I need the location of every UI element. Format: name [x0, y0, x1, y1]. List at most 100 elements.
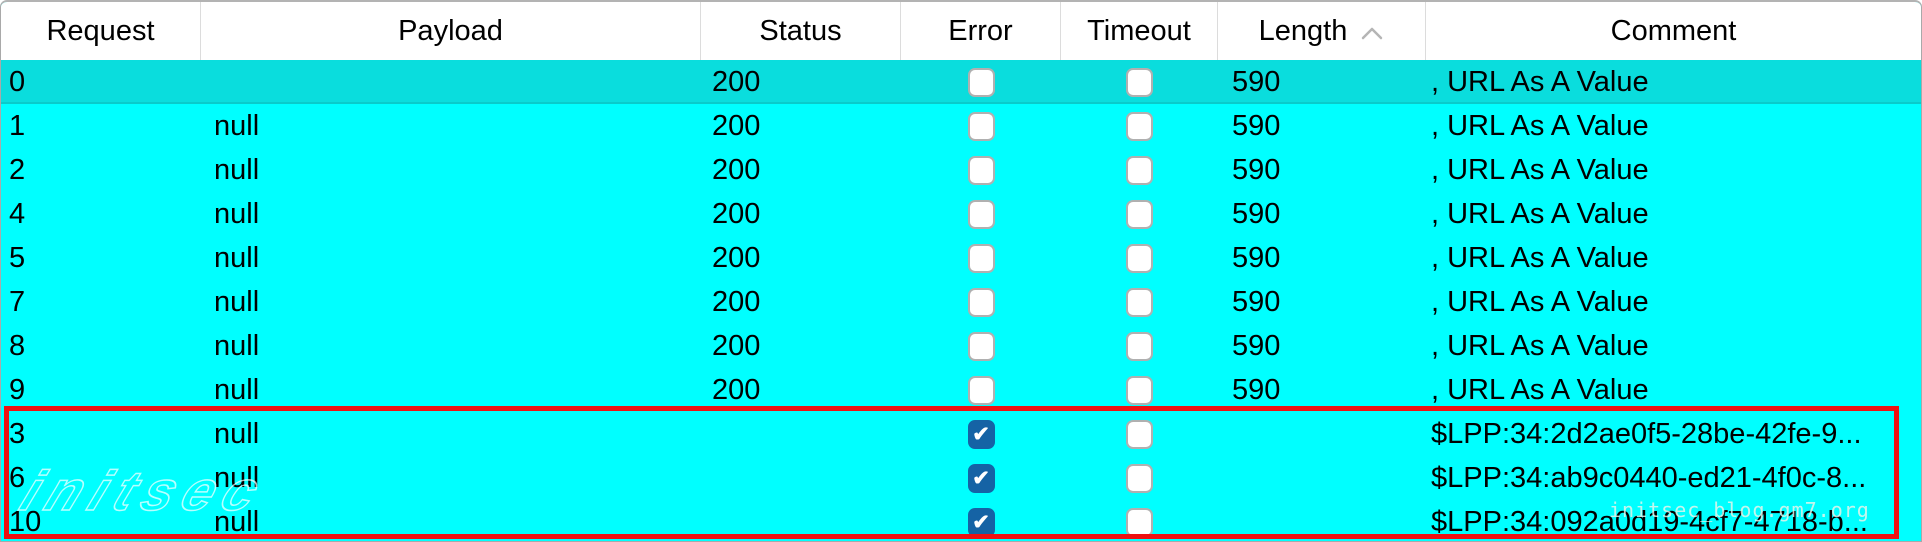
- error-checkbox[interactable]: [967, 287, 995, 317]
- error-checkbox[interactable]: [967, 331, 995, 361]
- error-checkbox[interactable]: [967, 507, 995, 537]
- column-header-label: Payload: [398, 14, 503, 47]
- request-cell: 1: [9, 109, 26, 142]
- payload-cell: null: [214, 417, 260, 450]
- error-checkbox[interactable]: [967, 111, 995, 141]
- timeout-checkbox[interactable]: [1126, 507, 1153, 537]
- error-checkbox[interactable]: [967, 463, 995, 493]
- timeout-checkbox[interactable]: [1126, 111, 1153, 141]
- table-row[interactable]: 1 null 200 590 , URL As A Value: [1, 104, 1921, 148]
- timeout-cell: [1061, 236, 1218, 280]
- error-cell: [901, 324, 1061, 368]
- timeout-cell: [1061, 60, 1218, 104]
- payload-cell: null: [214, 373, 260, 406]
- table-row[interactable]: 4 null 200 590 , URL As A Value: [1, 192, 1921, 236]
- request-cell: 0: [9, 65, 26, 98]
- comment-cell: $LPP:34:ab9c0440-ed21-4f0c-8...: [1431, 461, 1867, 494]
- error-cell: [901, 60, 1061, 104]
- column-header-label: Comment: [1610, 14, 1737, 47]
- error-cell: [901, 104, 1061, 148]
- table-row[interactable]: 10 null $LPP:34:092a0d19-4cf7-4718-b...: [1, 500, 1921, 541]
- sort-ascending-icon: [1362, 27, 1383, 40]
- payload-cell: null: [214, 109, 260, 142]
- status-cell: 200: [712, 285, 761, 318]
- timeout-checkbox[interactable]: [1126, 331, 1153, 361]
- status-cell: [701, 500, 901, 541]
- table-row[interactable]: 9 null 200 590 , URL As A Value: [1, 368, 1921, 412]
- column-header-payload[interactable]: Payload: [201, 2, 701, 60]
- status-cell: [701, 456, 901, 500]
- error-checkbox[interactable]: [967, 199, 995, 229]
- payload-cell: [201, 60, 701, 104]
- request-cell: 8: [9, 329, 26, 362]
- timeout-checkbox[interactable]: [1126, 463, 1153, 493]
- table-row[interactable]: 0 200 590 , URL As A Value: [1, 60, 1921, 104]
- error-checkbox[interactable]: [967, 419, 995, 449]
- timeout-cell: [1061, 192, 1218, 236]
- error-checkbox[interactable]: [967, 67, 995, 97]
- timeout-checkbox[interactable]: [1126, 419, 1153, 449]
- timeout-checkbox[interactable]: [1126, 67, 1153, 97]
- length-cell: 590: [1232, 65, 1281, 98]
- table-row[interactable]: 8 null 200 590 , URL As A Value: [1, 324, 1921, 368]
- column-header-length[interactable]: Length: [1218, 2, 1426, 60]
- status-cell: 200: [712, 153, 761, 186]
- request-cell: 4: [9, 197, 26, 230]
- timeout-checkbox[interactable]: [1126, 155, 1153, 185]
- status-cell: 200: [712, 373, 761, 406]
- column-header-label: Length: [1258, 14, 1348, 47]
- request-cell: 6: [9, 461, 26, 494]
- error-cell: [901, 368, 1061, 412]
- timeout-checkbox[interactable]: [1126, 375, 1153, 405]
- table-row[interactable]: 6 null $LPP:34:ab9c0440-ed21-4f0c-8...: [1, 456, 1921, 500]
- timeout-cell: [1061, 148, 1218, 192]
- length-cell: 590: [1232, 285, 1281, 318]
- error-cell: [901, 148, 1061, 192]
- column-header-request[interactable]: Request: [1, 2, 201, 60]
- length-cell: [1218, 456, 1426, 500]
- comment-cell: , URL As A Value: [1431, 329, 1649, 362]
- comment-cell: , URL As A Value: [1431, 285, 1649, 318]
- comment-cell: , URL As A Value: [1431, 65, 1649, 98]
- timeout-cell: [1061, 280, 1218, 324]
- length-cell: 590: [1232, 329, 1281, 362]
- length-cell: 590: [1232, 197, 1281, 230]
- table-row[interactable]: 7 null 200 590 , URL As A Value: [1, 280, 1921, 324]
- column-header-label: Status: [759, 14, 842, 47]
- column-header-comment[interactable]: Comment: [1426, 2, 1921, 60]
- table-row[interactable]: 5 null 200 590 , URL As A Value: [1, 236, 1921, 280]
- error-cell: [901, 280, 1061, 324]
- request-cell: 7: [9, 285, 26, 318]
- error-checkbox[interactable]: [967, 155, 995, 185]
- timeout-checkbox[interactable]: [1126, 199, 1153, 229]
- status-cell: 200: [712, 241, 761, 274]
- status-cell: 200: [712, 109, 761, 142]
- column-header-label: Error: [948, 14, 1013, 47]
- request-cell: 2: [9, 153, 26, 186]
- timeout-cell: [1061, 456, 1218, 500]
- payload-cell: null: [214, 461, 260, 494]
- status-cell: 200: [712, 329, 761, 362]
- payload-cell: null: [214, 329, 260, 362]
- error-checkbox[interactable]: [967, 375, 995, 405]
- payload-cell: null: [214, 505, 260, 538]
- timeout-cell: [1061, 104, 1218, 148]
- error-checkbox[interactable]: [967, 243, 995, 273]
- timeout-cell: [1061, 324, 1218, 368]
- comment-cell: , URL As A Value: [1431, 373, 1649, 406]
- column-header-status[interactable]: Status: [701, 2, 901, 60]
- status-cell: 200: [712, 65, 761, 98]
- comment-cell: $LPP:34:2d2ae0f5-28be-42fe-9...: [1431, 417, 1862, 450]
- status-cell: 200: [712, 197, 761, 230]
- timeout-cell: [1061, 500, 1218, 541]
- timeout-checkbox[interactable]: [1126, 287, 1153, 317]
- table-row[interactable]: 3 null $LPP:34:2d2ae0f5-28be-42fe-9...: [1, 412, 1921, 456]
- column-header-timeout[interactable]: Timeout: [1061, 2, 1218, 60]
- error-cell: [901, 236, 1061, 280]
- column-header-error[interactable]: Error: [901, 2, 1061, 60]
- table-row[interactable]: 2 null 200 590 , URL As A Value: [1, 148, 1921, 192]
- payload-cell: null: [214, 241, 260, 274]
- length-cell: 590: [1232, 373, 1281, 406]
- request-cell: 5: [9, 241, 26, 274]
- timeout-checkbox[interactable]: [1126, 243, 1153, 273]
